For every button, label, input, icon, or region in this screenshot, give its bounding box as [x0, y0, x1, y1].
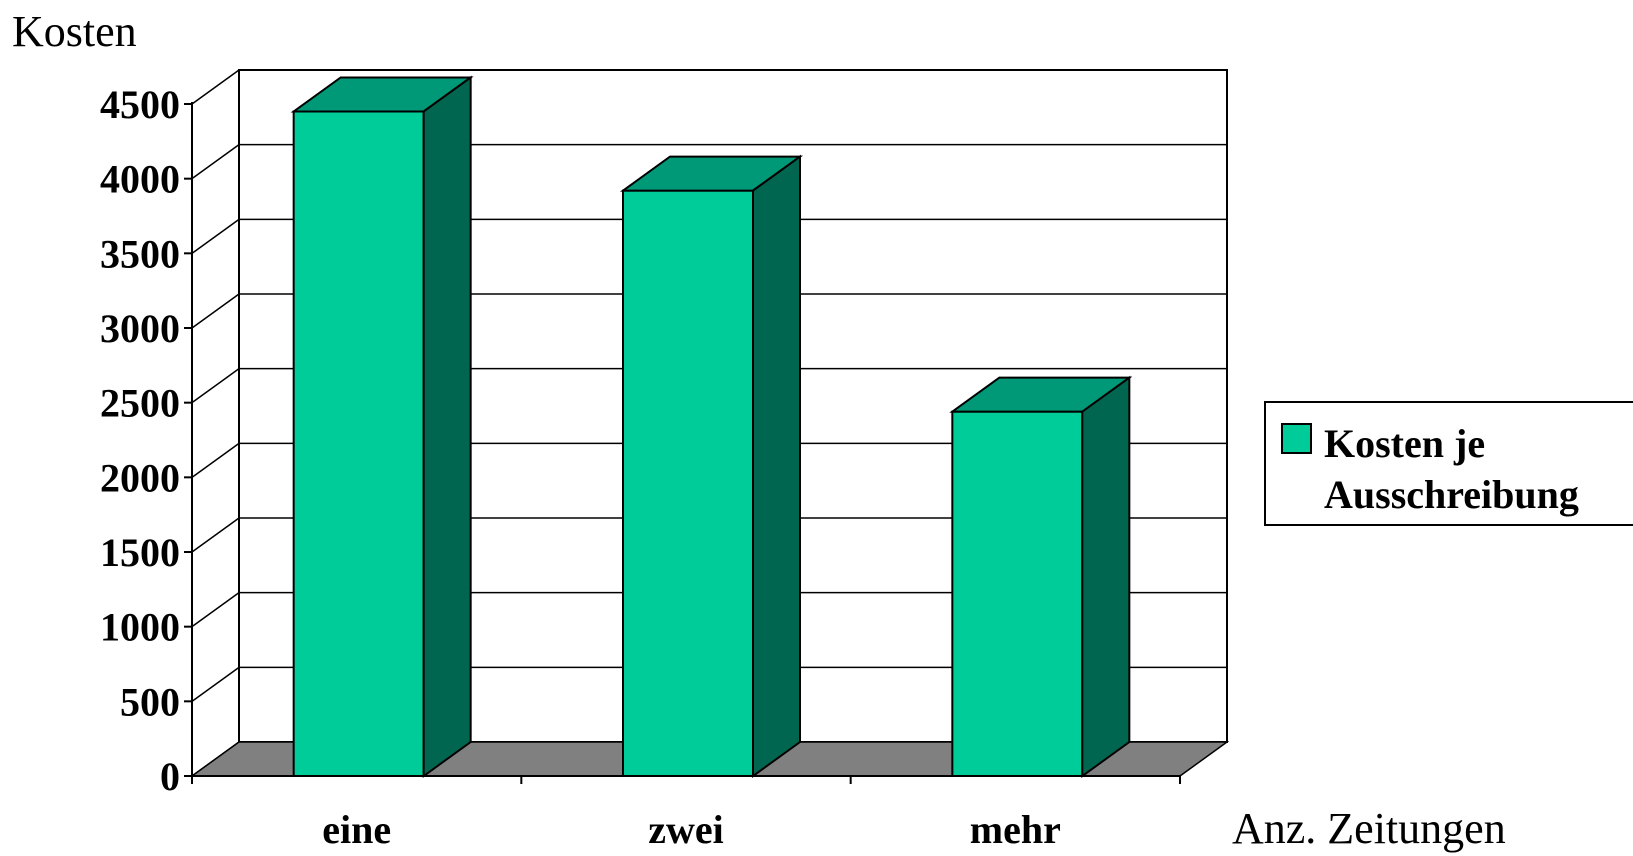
y-tick-label: 4500	[100, 82, 180, 127]
y-tick-label: 4000	[100, 157, 180, 202]
gridline-diagonal	[191, 293, 240, 329]
legend-label-line-1: Kosten je	[1324, 421, 1485, 466]
y-axis-title: Kosten	[12, 7, 137, 56]
bar-eine	[290, 75, 474, 778]
legend-box	[1264, 401, 1633, 526]
bar-front	[622, 189, 754, 777]
gridline-diagonal	[191, 517, 240, 553]
gridline-diagonal	[191, 218, 240, 254]
y-tick-label: 2000	[100, 455, 180, 500]
gridline-diagonal	[191, 144, 240, 180]
y-tick-label: 0	[160, 754, 180, 799]
bar-side	[752, 154, 801, 778]
bar-zwei	[619, 154, 804, 778]
y-tick-label: 1000	[100, 605, 180, 650]
y-tick-label: 500	[120, 679, 180, 724]
bar-front	[951, 410, 1084, 777]
bar-side	[422, 75, 472, 778]
y-tick-label: 1500	[100, 530, 180, 575]
x-tick-label: eine	[322, 807, 391, 852]
x-axis-title: Anz. Zeitungen	[1232, 804, 1506, 853]
bar-side	[1081, 375, 1131, 778]
y-tick-label: 2500	[100, 381, 180, 426]
y-tick-labels: 0 500 1000 1500 2000 2500 3000 3500 4000 4500	[100, 82, 180, 799]
y-tick-label: 3500	[100, 231, 180, 276]
gridline-diagonal	[191, 666, 240, 702]
y-tick-label: 3000	[100, 306, 180, 351]
legend: Kosten je Ausschreibung	[1264, 401, 1633, 526]
legend-swatch	[1281, 423, 1312, 454]
gridline-diagonal	[191, 592, 240, 628]
gridline-diagonal	[191, 442, 240, 478]
bar-mehr	[949, 375, 1133, 778]
x-tick-labels: eine zwei mehr	[322, 807, 1061, 852]
legend-label-line-2: Ausschreibung	[1324, 472, 1579, 517]
side-wall	[192, 70, 239, 776]
bars	[290, 75, 1133, 778]
gridline-diagonal	[191, 368, 240, 404]
gridline-diagonal	[191, 69, 240, 105]
x-tick-label: mehr	[970, 807, 1061, 852]
x-tick-label: zwei	[648, 807, 724, 852]
bar-front	[292, 110, 425, 777]
